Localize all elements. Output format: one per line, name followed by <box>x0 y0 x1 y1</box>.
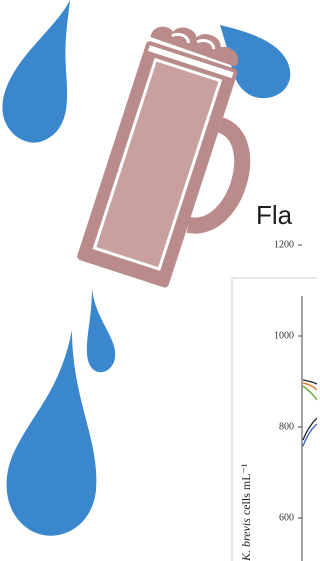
slide: Fla 1200 1000 800 600 K. brevis cells mL⁻¹ <box>0 0 317 561</box>
page: {"slide": {"title_fragment": "Fla"}, "in… <box>0 0 317 561</box>
drop <box>87 288 115 372</box>
y-tick-label: 1200 <box>274 239 294 250</box>
y-tick-label: 600 <box>279 512 294 523</box>
y-tick-label: 1000 <box>274 330 294 341</box>
inset-chart: 1200 1000 800 600 K. brevis cells mL⁻¹ <box>232 239 317 561</box>
y-axis-label: K. brevis cells mL⁻¹ <box>239 463 253 561</box>
y-axis-label-rest: cells mL⁻¹ <box>239 463 253 518</box>
drop <box>7 330 97 536</box>
slide-title: Fla <box>256 200 293 230</box>
y-tick-label: 800 <box>279 421 294 432</box>
drop <box>2 0 70 143</box>
y-axis-label-italic: K. brevis <box>239 518 253 561</box>
